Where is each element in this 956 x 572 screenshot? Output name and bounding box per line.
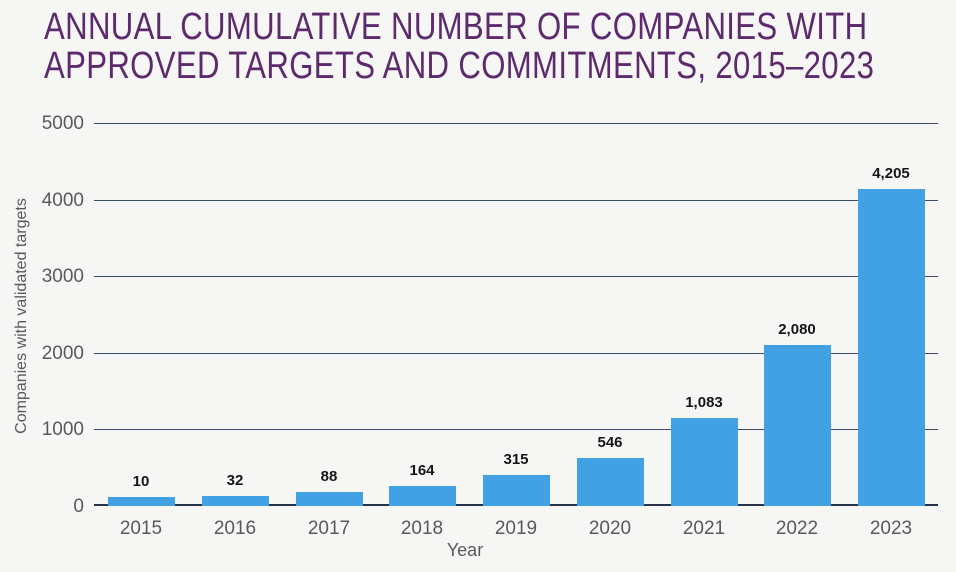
bar-value-label-2019: 315 — [503, 451, 529, 468]
gridline-5000 — [94, 123, 938, 124]
y-tick-label-2000: 2000 — [41, 343, 84, 364]
x-tick-label-2016: 2016 — [213, 518, 257, 539]
bar-value-label-2015: 10 — [132, 473, 150, 490]
bar-value-label-2021: 1,083 — [685, 394, 723, 411]
bar-value-label-2022: 2,080 — [778, 321, 816, 338]
y-tick-label-1000: 1000 — [41, 419, 84, 440]
x-axis-title: Year — [446, 540, 484, 560]
y-tick-label-0: 0 — [73, 496, 84, 517]
x-tick-label-2022: 2022 — [775, 518, 819, 539]
x-tick-label-2021: 2021 — [682, 518, 726, 539]
bar-2019 — [483, 475, 550, 506]
x-tick-label-2015: 2015 — [119, 518, 163, 539]
chart-title: ANNUAL CUMULATIVE NUMBER OF COMPANIES WI… — [44, 8, 874, 86]
bar-2015 — [108, 497, 175, 506]
bar-value-label-2018: 164 — [409, 462, 435, 479]
x-tick-label-2020: 2020 — [588, 518, 632, 539]
bar-group-2021: 1,083 2021 — [657, 123, 751, 539]
x-tick-label-2018: 2018 — [400, 518, 444, 539]
bar-group-2023: 4,205 2023 — [844, 123, 938, 539]
chart-title-line2: APPROVED TARGETS AND COMMITMENTS, 2015–2… — [44, 45, 875, 87]
bar-2020 — [577, 458, 644, 506]
x-tick-label-2017: 2017 — [307, 518, 351, 539]
bar-2017 — [296, 492, 363, 506]
x-tick-label-2023: 2023 — [869, 518, 913, 539]
gridline-1000 — [94, 429, 938, 430]
chart-title-line1: ANNUAL CUMULATIVE NUMBER OF COMPANIES WI… — [44, 6, 868, 48]
gridline-3000 — [94, 276, 938, 277]
bar-group-2020: 546 2020 — [563, 123, 657, 539]
gridline-4000 — [94, 200, 938, 201]
bar-2016 — [202, 496, 269, 506]
bar-value-label-2023: 4,205 — [872, 165, 910, 182]
bar-value-label-2016: 32 — [226, 472, 244, 489]
bar-2018 — [389, 486, 456, 506]
y-tick-label-3000: 3000 — [41, 266, 84, 287]
bar-group-2016: 32 2016 — [188, 123, 282, 539]
bar-2021 — [671, 418, 738, 506]
y-axis-title: Companies with validated targets — [13, 198, 30, 434]
bar-group-2017: 88 2017 — [282, 123, 376, 539]
bar-value-label-2020: 546 — [597, 434, 623, 451]
bar-group-2018: 164 2018 — [375, 123, 469, 539]
x-tick-label-2019: 2019 — [494, 518, 538, 539]
plot-area: 5000 4000 3000 2000 1000 0 10 2015 32 2016 88 2017… — [42, 114, 938, 539]
y-tick-label-4000: 4000 — [41, 190, 84, 211]
bar-group-2019: 315 2019 — [469, 123, 563, 539]
bar-2023 — [858, 189, 925, 506]
y-tick-label-5000: 5000 — [41, 113, 84, 134]
bar-value-label-2017: 88 — [320, 468, 338, 485]
bar-group-2015: 10 2015 — [94, 123, 188, 539]
gridline-2000 — [94, 353, 938, 354]
bar-group-2022: 2,080 2022 — [750, 123, 844, 539]
bar-2022 — [764, 345, 831, 506]
